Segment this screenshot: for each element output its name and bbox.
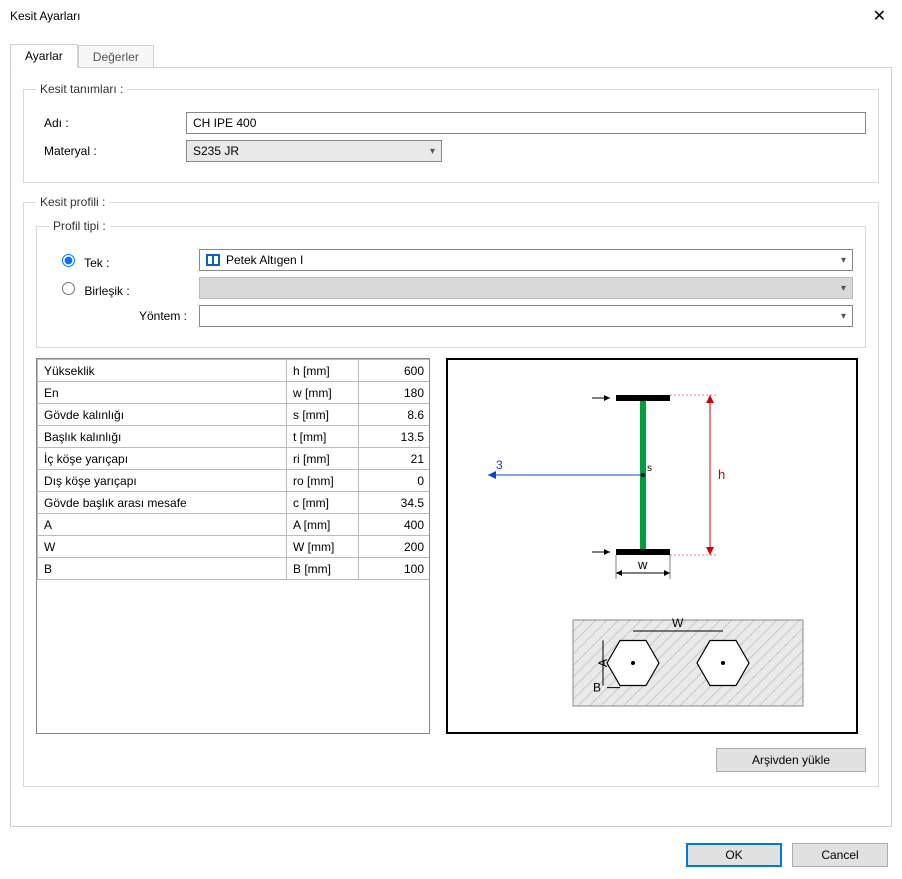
select-single-profile-value: Petek Altıgen I bbox=[226, 253, 303, 267]
chevron-down-icon: ▾ bbox=[841, 255, 846, 266]
select-composite-profile: ▾ bbox=[199, 277, 853, 299]
section-profile-legend: Kesit profili : bbox=[36, 195, 109, 209]
section-profile-type-legend: Profil tipi : bbox=[49, 219, 110, 233]
table-row[interactable]: WW [mm]200 bbox=[38, 536, 431, 558]
param-name: Dış köşe yarıçapı bbox=[38, 470, 287, 492]
section-definitions: Kesit tanımları : Adı : Materyal : S235 … bbox=[23, 82, 879, 183]
close-icon[interactable]: ✕ bbox=[865, 2, 894, 30]
chevron-down-icon: ▾ bbox=[430, 146, 435, 157]
svg-text:w: w bbox=[637, 557, 648, 572]
label-material: Materyal : bbox=[36, 144, 186, 158]
table-row[interactable]: BB [mm]100 bbox=[38, 558, 431, 580]
window-title: Kesit Ayarları bbox=[10, 9, 80, 23]
tab-settings[interactable]: Ayarlar bbox=[10, 44, 78, 68]
svg-text:h: h bbox=[718, 467, 725, 482]
input-name[interactable] bbox=[186, 112, 866, 134]
param-name: Gövde kalınlığı bbox=[38, 404, 287, 426]
param-value[interactable]: 400 bbox=[359, 514, 431, 536]
param-symbol: A [mm] bbox=[287, 514, 359, 536]
param-name: Yükseklik bbox=[38, 360, 287, 382]
param-name: Gövde başlık arası mesafe bbox=[38, 492, 287, 514]
table-row[interactable]: Gövde başlık arası mesafec [mm]34.5 bbox=[38, 492, 431, 514]
param-value[interactable]: 0 bbox=[359, 470, 431, 492]
param-symbol: h [mm] bbox=[287, 360, 359, 382]
param-name: Başlık kalınlığı bbox=[38, 426, 287, 448]
section-profile: Kesit profili : Profil tipi : Tek : Pete… bbox=[23, 195, 879, 787]
tab-values[interactable]: Değerler bbox=[78, 45, 154, 68]
table-row[interactable]: Gövde kalınlığıs [mm]8.6 bbox=[38, 404, 431, 426]
radio-single[interactable] bbox=[62, 254, 75, 267]
param-name: İç köşe yarıçapı bbox=[38, 448, 287, 470]
cancel-button[interactable]: Cancel bbox=[792, 843, 888, 867]
table-row[interactable]: AA [mm]400 bbox=[38, 514, 431, 536]
svg-text:A: A bbox=[596, 659, 610, 667]
chevron-down-icon: ▾ bbox=[841, 283, 846, 294]
params-table-container: Yükseklikh [mm]600Enw [mm]180Gövde kalın… bbox=[36, 358, 430, 734]
param-name: En bbox=[38, 382, 287, 404]
i-section-icon bbox=[206, 254, 220, 266]
label-method: Yöntem : bbox=[49, 309, 199, 323]
param-value[interactable]: 8.6 bbox=[359, 404, 431, 426]
param-value[interactable]: 13.5 bbox=[359, 426, 431, 448]
label-single[interactable]: Tek : bbox=[49, 251, 199, 270]
param-symbol: ro [mm] bbox=[287, 470, 359, 492]
param-name: A bbox=[38, 514, 287, 536]
load-from-archive-button[interactable]: Arşivden yükle bbox=[716, 748, 866, 772]
param-symbol: s [mm] bbox=[287, 404, 359, 426]
table-row[interactable]: İç köşe yarıçapıri [mm]21 bbox=[38, 448, 431, 470]
ok-button[interactable]: OK bbox=[686, 843, 782, 867]
params-table: Yükseklikh [mm]600Enw [mm]180Gövde kalın… bbox=[37, 359, 430, 580]
label-composite[interactable]: Birleşik : bbox=[49, 279, 199, 298]
param-symbol: w [mm] bbox=[287, 382, 359, 404]
param-name: B bbox=[38, 558, 287, 580]
param-value[interactable]: 100 bbox=[359, 558, 431, 580]
table-row[interactable]: Yükseklikh [mm]600 bbox=[38, 360, 431, 382]
select-method[interactable]: ▾ bbox=[199, 305, 853, 327]
param-symbol: B [mm] bbox=[287, 558, 359, 580]
titlebar: Kesit Ayarları ✕ bbox=[0, 0, 902, 32]
param-value[interactable]: 180 bbox=[359, 382, 431, 404]
svg-text:s: s bbox=[647, 463, 652, 474]
table-row[interactable]: Başlık kalınlığıt [mm]13.5 bbox=[38, 426, 431, 448]
tab-panel-settings: Kesit tanımları : Adı : Materyal : S235 … bbox=[10, 67, 892, 827]
section-definitions-legend: Kesit tanımları : bbox=[36, 82, 127, 96]
param-value[interactable]: 200 bbox=[359, 536, 431, 558]
select-material[interactable]: S235 JR ▾ bbox=[186, 140, 442, 162]
svg-text:W: W bbox=[672, 616, 684, 630]
chevron-down-icon: ▾ bbox=[841, 311, 846, 322]
param-symbol: t [mm] bbox=[287, 426, 359, 448]
param-value[interactable]: 34.5 bbox=[359, 492, 431, 514]
param-name: W bbox=[38, 536, 287, 558]
param-value[interactable]: 21 bbox=[359, 448, 431, 470]
section-preview: 3 s h w A W B bbox=[446, 358, 858, 734]
table-row[interactable]: Enw [mm]180 bbox=[38, 382, 431, 404]
dialog-footer: OK Cancel bbox=[686, 843, 888, 867]
param-symbol: ri [mm] bbox=[287, 448, 359, 470]
profile-body: Yükseklikh [mm]600Enw [mm]180Gövde kalın… bbox=[36, 358, 866, 734]
preview-svg: 3 s h w A W B bbox=[448, 360, 856, 732]
radio-composite[interactable] bbox=[62, 282, 75, 295]
label-single-text: Tek : bbox=[84, 256, 109, 270]
tab-strip: Ayarlar Değerler bbox=[10, 42, 892, 68]
param-value[interactable]: 600 bbox=[359, 360, 431, 382]
select-material-value: S235 JR bbox=[193, 144, 239, 158]
svg-text:3: 3 bbox=[496, 458, 503, 472]
label-name: Adı : bbox=[36, 116, 186, 130]
label-composite-text: Birleşik : bbox=[84, 284, 129, 298]
client-area: Ayarlar Değerler Kesit tanımları : Adı :… bbox=[0, 32, 902, 827]
param-symbol: c [mm] bbox=[287, 492, 359, 514]
param-symbol: W [mm] bbox=[287, 536, 359, 558]
table-row[interactable]: Dış köşe yarıçapıro [mm]0 bbox=[38, 470, 431, 492]
select-single-profile[interactable]: Petek Altıgen I ▾ bbox=[199, 249, 853, 271]
svg-text:B: B bbox=[593, 681, 601, 695]
section-profile-type: Profil tipi : Tek : Petek Altıgen I ▾ bbox=[36, 219, 866, 348]
